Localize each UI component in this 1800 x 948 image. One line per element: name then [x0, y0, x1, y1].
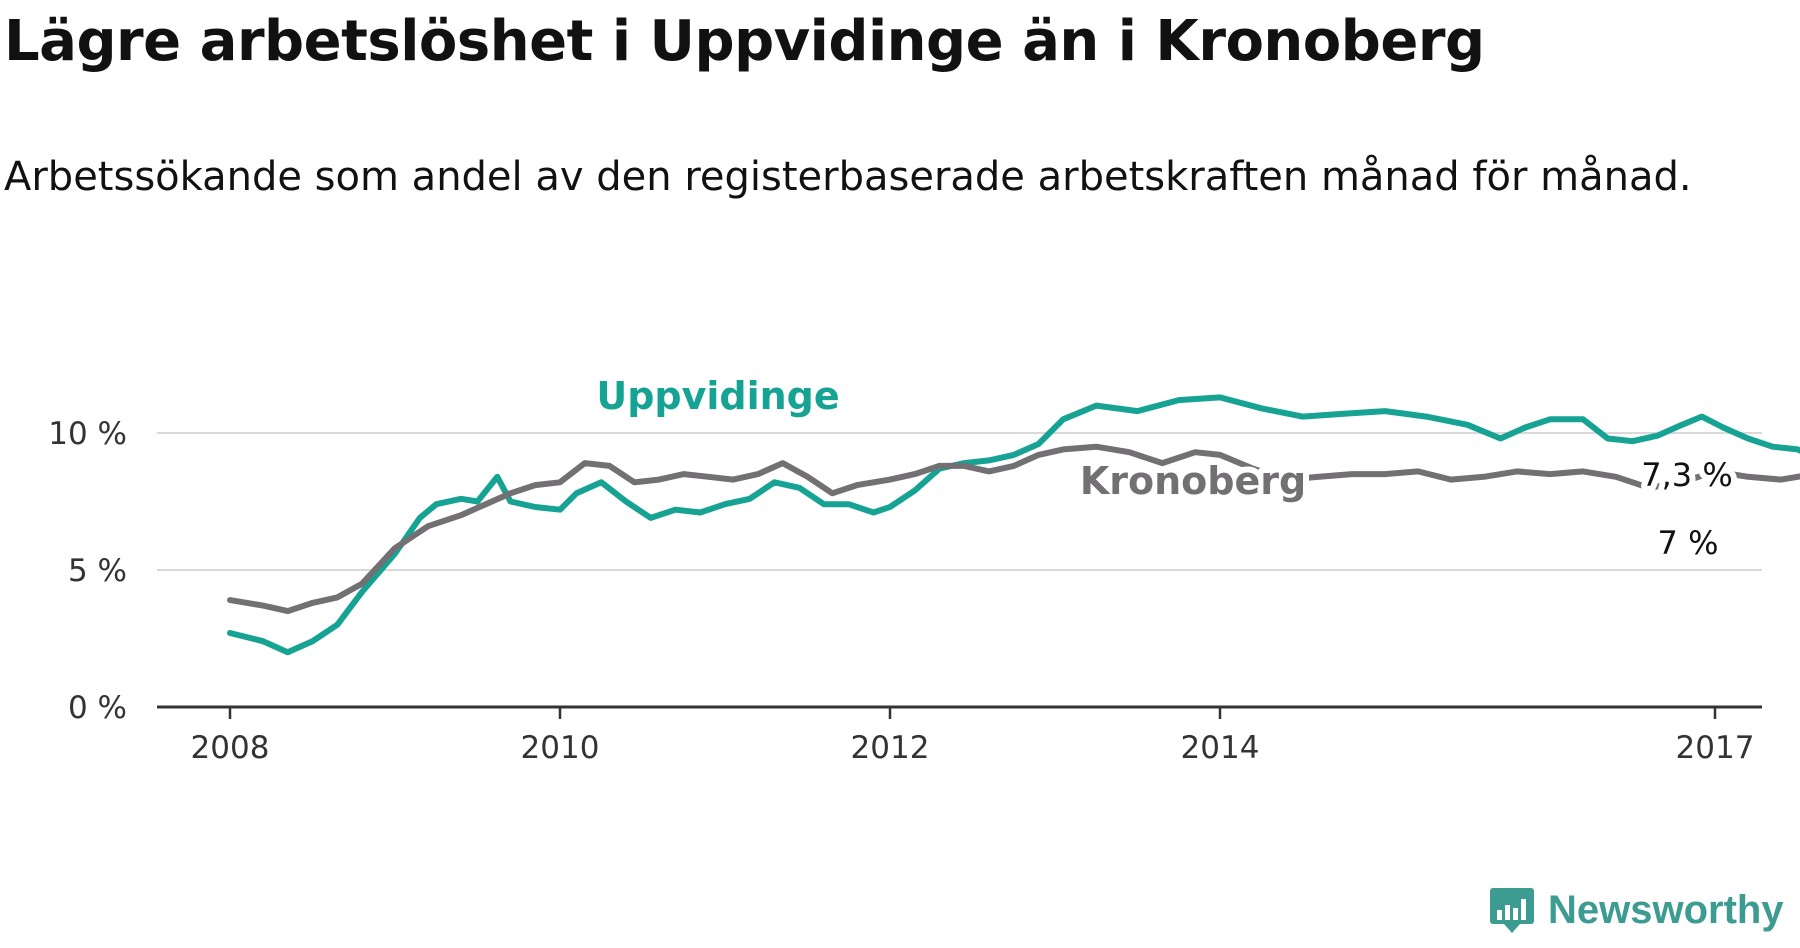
chart-title: Lägre arbetslöshet i Uppvidinge än i Kro… [4, 9, 1485, 74]
series-label-kronoberg-halo: Kronoberg [1080, 459, 1306, 503]
brand-name: Newsworthy [1548, 887, 1784, 932]
newsworthy-bar-chart-icon [1490, 888, 1534, 933]
series-label-uppvidinge: Uppvidinge [596, 374, 839, 418]
series-line-kronoberg [227, 443, 1800, 615]
line-chart: 0 %5 %10 % 20082010201220142017201920212… [48, 368, 1800, 766]
x-tick-label: 2014 [1181, 730, 1260, 766]
x-tick-label: 2008 [191, 730, 270, 766]
chart-subtitle: Arbetssökande som andel av den registerb… [4, 154, 1692, 200]
y-tick-label: 0 % [68, 690, 127, 726]
y-tick-label: 10 % [48, 416, 127, 452]
y-tick-label: 5 % [68, 553, 127, 589]
y-axis-tick-labels: 0 % 5 % 10 % [48, 416, 127, 726]
series-label-kronoberg: Kronoberg [1080, 459, 1306, 503]
x-tick-label: 2012 [851, 730, 930, 766]
end-label-uppvidinge: 7 % [1658, 524, 1719, 562]
x-tick-label: 2017 [1676, 730, 1755, 766]
series-line-uppvidinge [227, 394, 1800, 656]
series-label-uppvidinge-halo: Uppvidinge [596, 374, 839, 418]
end-label-uppvidinge-halo: 7 % [1658, 524, 1719, 562]
end-label-kronoberg-halo: 7,3 % [1641, 456, 1732, 494]
end-label-kronoberg: 7,3 % [1641, 456, 1732, 494]
x-axis: 200820102012201420172019202120232025 [157, 705, 1762, 766]
series-lines [227, 394, 1800, 656]
x-tick-label: 2010 [521, 730, 600, 766]
newsworthy-brand: Newsworthy [1488, 886, 1784, 934]
